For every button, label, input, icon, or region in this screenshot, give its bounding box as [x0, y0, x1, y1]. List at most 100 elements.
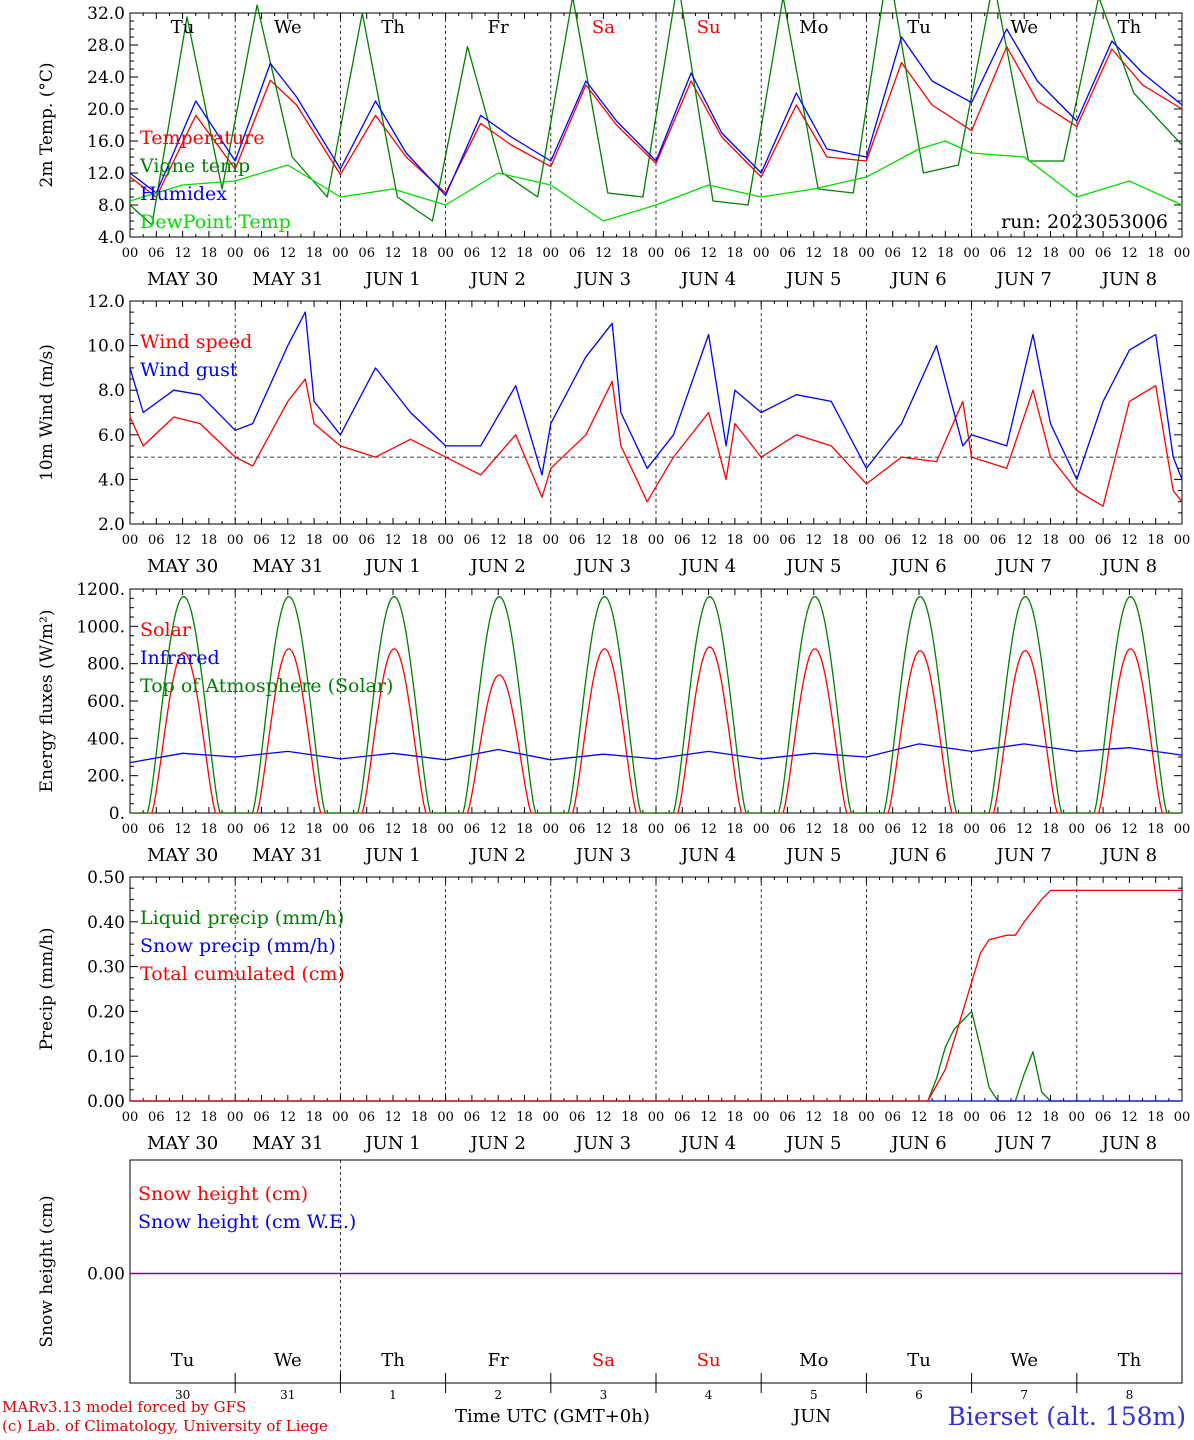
hour-tick-label: 12: [1121, 533, 1138, 548]
hour-tick-label: 06: [674, 246, 691, 261]
hour-tick-label: 06: [464, 246, 481, 261]
hour-tick-label: 12: [806, 246, 823, 261]
hour-tick-label: 06: [1095, 822, 1112, 837]
hour-tick-label: 00: [122, 822, 139, 837]
y-tick-label: 0.00: [87, 1265, 125, 1285]
day-number-label: 31: [280, 1388, 295, 1402]
hour-tick-label: 06: [674, 822, 691, 837]
weekday-label-bottom: We: [1010, 1350, 1038, 1371]
hour-tick-label: 12: [385, 1110, 402, 1125]
date-label: MAY 31: [252, 269, 323, 290]
hour-tick-label: 06: [148, 533, 165, 548]
hour-tick-label: 00: [1174, 822, 1191, 837]
date-label: JUN 8: [1100, 845, 1157, 866]
hour-tick-label: 18: [1147, 246, 1164, 261]
date-label: JUN 8: [1100, 1133, 1157, 1154]
day-number-label: 30: [175, 1388, 190, 1402]
hour-tick-label: 18: [411, 1110, 428, 1125]
hour-tick-label: 18: [1042, 1110, 1059, 1125]
legend-entry: Top of Atmosphere (Solar): [140, 675, 393, 697]
hour-tick-label: 12: [490, 533, 507, 548]
legend-entry: Total cumulated (cm): [140, 963, 345, 985]
hour-tick-label: 18: [201, 533, 218, 548]
hour-tick-label: 12: [700, 822, 717, 837]
weekday-label-top: Tu: [907, 17, 931, 38]
date-label: JUN 6: [889, 556, 946, 577]
date-label: JUN 2: [469, 845, 526, 866]
hour-tick-label: 00: [227, 246, 244, 261]
hour-tick-label: 00: [753, 822, 770, 837]
hour-tick-label: 00: [543, 533, 560, 548]
hour-tick-label: 12: [1016, 533, 1033, 548]
hour-tick-label: 00: [332, 1110, 349, 1125]
hour-tick-label: 12: [1121, 246, 1138, 261]
y-tick-label: 800.: [87, 655, 125, 675]
date-label: JUN 7: [995, 556, 1052, 577]
hour-tick-label: 12: [595, 533, 612, 548]
hour-tick-label: 00: [543, 822, 560, 837]
hour-tick-label: 12: [911, 822, 928, 837]
hour-tick-label: 12: [385, 822, 402, 837]
y-tick-label: 6.0: [98, 426, 125, 446]
hour-tick-label: 18: [727, 533, 744, 548]
hour-tick-label: 18: [201, 1110, 218, 1125]
hour-tick-label: 18: [516, 1110, 533, 1125]
day-number-label: 6: [915, 1388, 923, 1402]
series-humidex: [129, 28, 1183, 197]
date-label: JUN 1: [363, 269, 420, 290]
station-label: Bierset (alt. 158m): [947, 1402, 1186, 1431]
hour-tick-label: 18: [727, 246, 744, 261]
hour-tick-label: 12: [174, 246, 191, 261]
hour-tick-label: 06: [569, 533, 586, 548]
x-axis-title: Time UTC (GMT+0h): [455, 1406, 650, 1427]
hour-tick-label: 18: [621, 1110, 638, 1125]
hour-tick-label: 06: [884, 822, 901, 837]
hour-tick-label: 06: [358, 822, 375, 837]
hour-tick-label: 12: [174, 533, 191, 548]
hour-tick-label: 00: [122, 1110, 139, 1125]
hour-tick-label: 06: [148, 822, 165, 837]
date-label: JUN 1: [363, 556, 420, 577]
day-number-label: 8: [1126, 1388, 1134, 1402]
hour-tick-label: 12: [595, 246, 612, 261]
hour-tick-label: 06: [569, 246, 586, 261]
hour-tick-label: 18: [306, 1110, 323, 1125]
hour-tick-label: 00: [648, 246, 665, 261]
legend-entry: Snow height (cm): [138, 1183, 308, 1205]
y-tick-label: 8.0: [98, 196, 125, 216]
date-label: JUN 6: [889, 845, 946, 866]
series-total-cumulated-cm: [130, 889, 1182, 1102]
hour-tick-label: 12: [490, 822, 507, 837]
date-label: MAY 31: [252, 1133, 323, 1154]
weekday-label-bottom: Sa: [592, 1350, 615, 1371]
legend-entry: Wind gust: [140, 359, 238, 381]
hour-tick-label: 12: [174, 822, 191, 837]
hour-tick-label: 12: [595, 822, 612, 837]
weekday-label-bottom: Mo: [799, 1350, 828, 1371]
y-axis-title: Snow height (cm): [37, 1195, 57, 1347]
y-tick-label: 1200.: [76, 580, 125, 600]
hour-tick-label: 06: [779, 1110, 796, 1125]
weekday-label-top: We: [1010, 17, 1038, 38]
y-axis-title: Precip (mm/h): [37, 927, 57, 1050]
hour-tick-label: 06: [358, 246, 375, 261]
hour-tick-label: 18: [306, 533, 323, 548]
series-dewpoint-temp: [129, 140, 1183, 222]
hour-tick-label: 18: [201, 822, 218, 837]
panel-frame: [129, 588, 1183, 814]
legend-entry: DewPoint Temp: [140, 211, 291, 233]
date-label: JUN 7: [995, 269, 1052, 290]
y-axis-title: Energy fluxes (W/m²): [37, 610, 57, 793]
y-tick-label: 12.0: [87, 292, 125, 312]
y-axis-title: 2m Temp. (°C): [37, 62, 57, 187]
series-liquid-precip-mm-h: [130, 1010, 1182, 1102]
panel-frame: [129, 12, 1183, 238]
hour-tick-label: 18: [1147, 533, 1164, 548]
legend-entry: Infrared: [140, 647, 220, 669]
hour-tick-label: 00: [437, 246, 454, 261]
hour-tick-label: 06: [464, 822, 481, 837]
hour-tick-label: 12: [911, 533, 928, 548]
hour-tick-label: 06: [674, 1110, 691, 1125]
hour-tick-label: 12: [911, 246, 928, 261]
weekday-label-top: Fr: [488, 17, 509, 38]
